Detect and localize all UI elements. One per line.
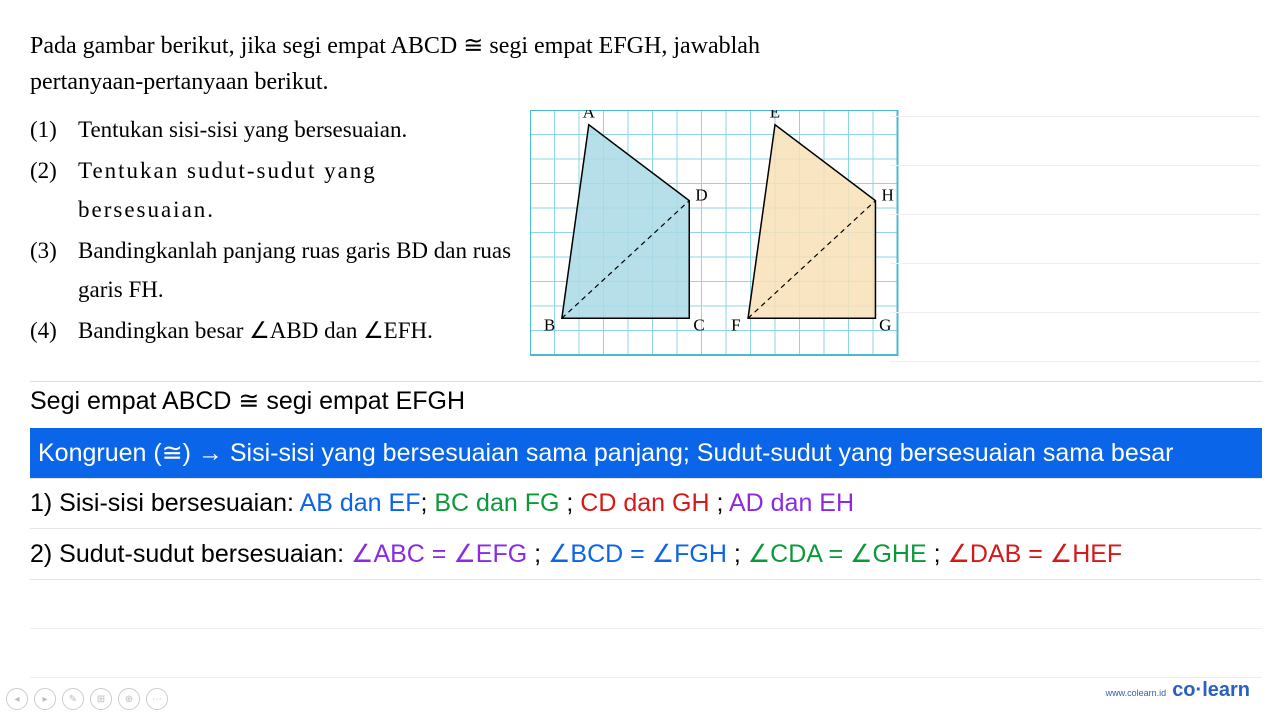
solution-row-2: 2) Sudut-sudut bersesuaian: ∠ABC = ∠EFG … bbox=[30, 529, 1262, 580]
solution-row-1: 1) Sisi-sisi bersesuaian: AB dan EF; BC … bbox=[30, 478, 1262, 529]
ruled-area bbox=[890, 68, 1260, 362]
question-3: (3)Bandingkanlah panjang ruas garis BD d… bbox=[30, 231, 520, 309]
settings-button[interactable]: ⊞ bbox=[90, 688, 112, 710]
svg-text:B: B bbox=[544, 316, 555, 335]
svg-text:F: F bbox=[731, 316, 740, 335]
player-controls: ◂ ▸ ✎ ⊞ ⊕ ⋯ bbox=[0, 678, 1280, 720]
question-4: (4)Bandingkan besar ∠ABD dan ∠EFH. bbox=[30, 311, 520, 350]
question-list: (1)Tentukan sisi-sisi yang bersesuaian. … bbox=[30, 110, 520, 353]
prev-button[interactable]: ◂ bbox=[6, 688, 28, 710]
edit-button[interactable]: ✎ bbox=[62, 688, 84, 710]
play-button[interactable]: ▸ bbox=[34, 688, 56, 710]
zoom-button[interactable]: ⊕ bbox=[118, 688, 140, 710]
geometry-diagram: ADCBEHGF bbox=[530, 110, 900, 363]
blank-lines bbox=[30, 580, 1262, 678]
brand-logo: www.colearn.idco·learn bbox=[1106, 679, 1250, 702]
question-1: (1)Tentukan sisi-sisi yang bersesuaian. bbox=[30, 110, 520, 149]
question-2: (2)Tentukan sudut-sudut yang bersesuaian… bbox=[30, 151, 520, 229]
problem-intro: Pada gambar berikut, jika segi empat ABC… bbox=[30, 28, 870, 100]
more-button[interactable]: ⋯ bbox=[146, 688, 168, 710]
congruent-definition: Kongruen (≅) → Sisi-sisi yang bersesuaia… bbox=[30, 428, 1262, 478]
svg-text:C: C bbox=[693, 316, 704, 335]
svg-text:A: A bbox=[583, 110, 596, 121]
svg-text:D: D bbox=[695, 186, 707, 205]
solution-header: Segi empat ABCD ≅ segi empat EFGH bbox=[30, 381, 1262, 420]
svg-text:E: E bbox=[770, 110, 780, 121]
